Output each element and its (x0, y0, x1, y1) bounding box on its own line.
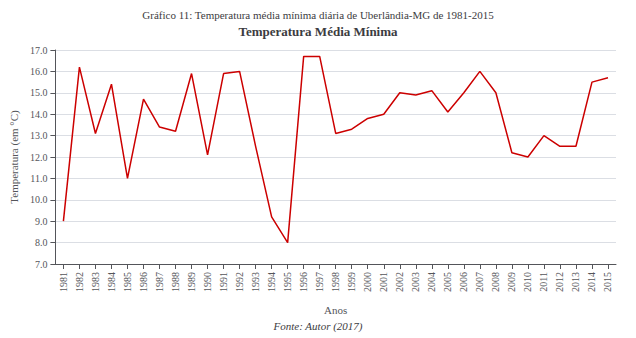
svg-text:14.0: 14.0 (30, 109, 48, 120)
svg-text:Anos: Anos (324, 304, 347, 316)
svg-text:2011: 2011 (538, 272, 549, 292)
svg-text:1998: 1998 (330, 272, 341, 292)
svg-text:16.0: 16.0 (30, 66, 48, 77)
svg-text:7.0: 7.0 (35, 259, 48, 270)
svg-text:2014: 2014 (586, 272, 597, 292)
svg-text:2005: 2005 (442, 272, 453, 292)
svg-text:17.0: 17.0 (30, 45, 48, 56)
svg-text:2004: 2004 (426, 272, 437, 292)
svg-text:Fonte: Autor (2017): Fonte: Autor (2017) (272, 320, 362, 333)
svg-text:11.0: 11.0 (30, 173, 47, 184)
svg-text:2013: 2013 (570, 272, 581, 292)
svg-text:2009: 2009 (506, 272, 517, 292)
svg-text:8.0: 8.0 (35, 237, 48, 248)
svg-text:1982: 1982 (74, 272, 85, 292)
svg-text:13.0: 13.0 (30, 130, 48, 141)
svg-text:2001: 2001 (378, 272, 389, 292)
svg-text:1983: 1983 (90, 272, 101, 292)
svg-text:2008: 2008 (490, 272, 501, 292)
svg-text:1993: 1993 (250, 272, 261, 292)
svg-text:1991: 1991 (218, 272, 229, 292)
svg-text:Temperatura (em °C): Temperatura (em °C) (8, 110, 21, 204)
svg-text:Gráfico 11: Temperatura média: Gráfico 11: Temperatura média mínima diá… (142, 9, 494, 21)
svg-text:1995: 1995 (282, 272, 293, 292)
svg-text:1985: 1985 (122, 272, 133, 292)
svg-text:2015: 2015 (602, 272, 613, 292)
svg-text:2012: 2012 (554, 272, 565, 292)
svg-text:1996: 1996 (298, 272, 309, 292)
svg-text:15.0: 15.0 (30, 87, 48, 98)
svg-text:1999: 1999 (346, 272, 357, 292)
svg-text:1986: 1986 (138, 272, 149, 292)
svg-text:1984: 1984 (106, 272, 117, 292)
svg-text:2010: 2010 (522, 272, 533, 292)
svg-text:1994: 1994 (266, 272, 277, 292)
svg-text:Temperatura Média Mínima: Temperatura Média Mínima (238, 24, 398, 39)
svg-text:12.0: 12.0 (30, 152, 48, 163)
svg-text:1992: 1992 (234, 272, 245, 292)
svg-text:10.0: 10.0 (30, 194, 48, 205)
svg-text:1987: 1987 (154, 272, 165, 292)
svg-text:1989: 1989 (186, 272, 197, 292)
svg-text:1988: 1988 (170, 272, 181, 292)
svg-text:2007: 2007 (474, 272, 485, 292)
svg-text:2006: 2006 (458, 272, 469, 292)
svg-text:1997: 1997 (314, 272, 325, 292)
svg-text:1981: 1981 (58, 272, 69, 292)
svg-text:2000: 2000 (362, 272, 373, 292)
svg-text:2003: 2003 (410, 272, 421, 292)
svg-text:1990: 1990 (202, 272, 213, 292)
svg-text:9.0: 9.0 (35, 216, 48, 227)
svg-text:2002: 2002 (394, 272, 405, 292)
